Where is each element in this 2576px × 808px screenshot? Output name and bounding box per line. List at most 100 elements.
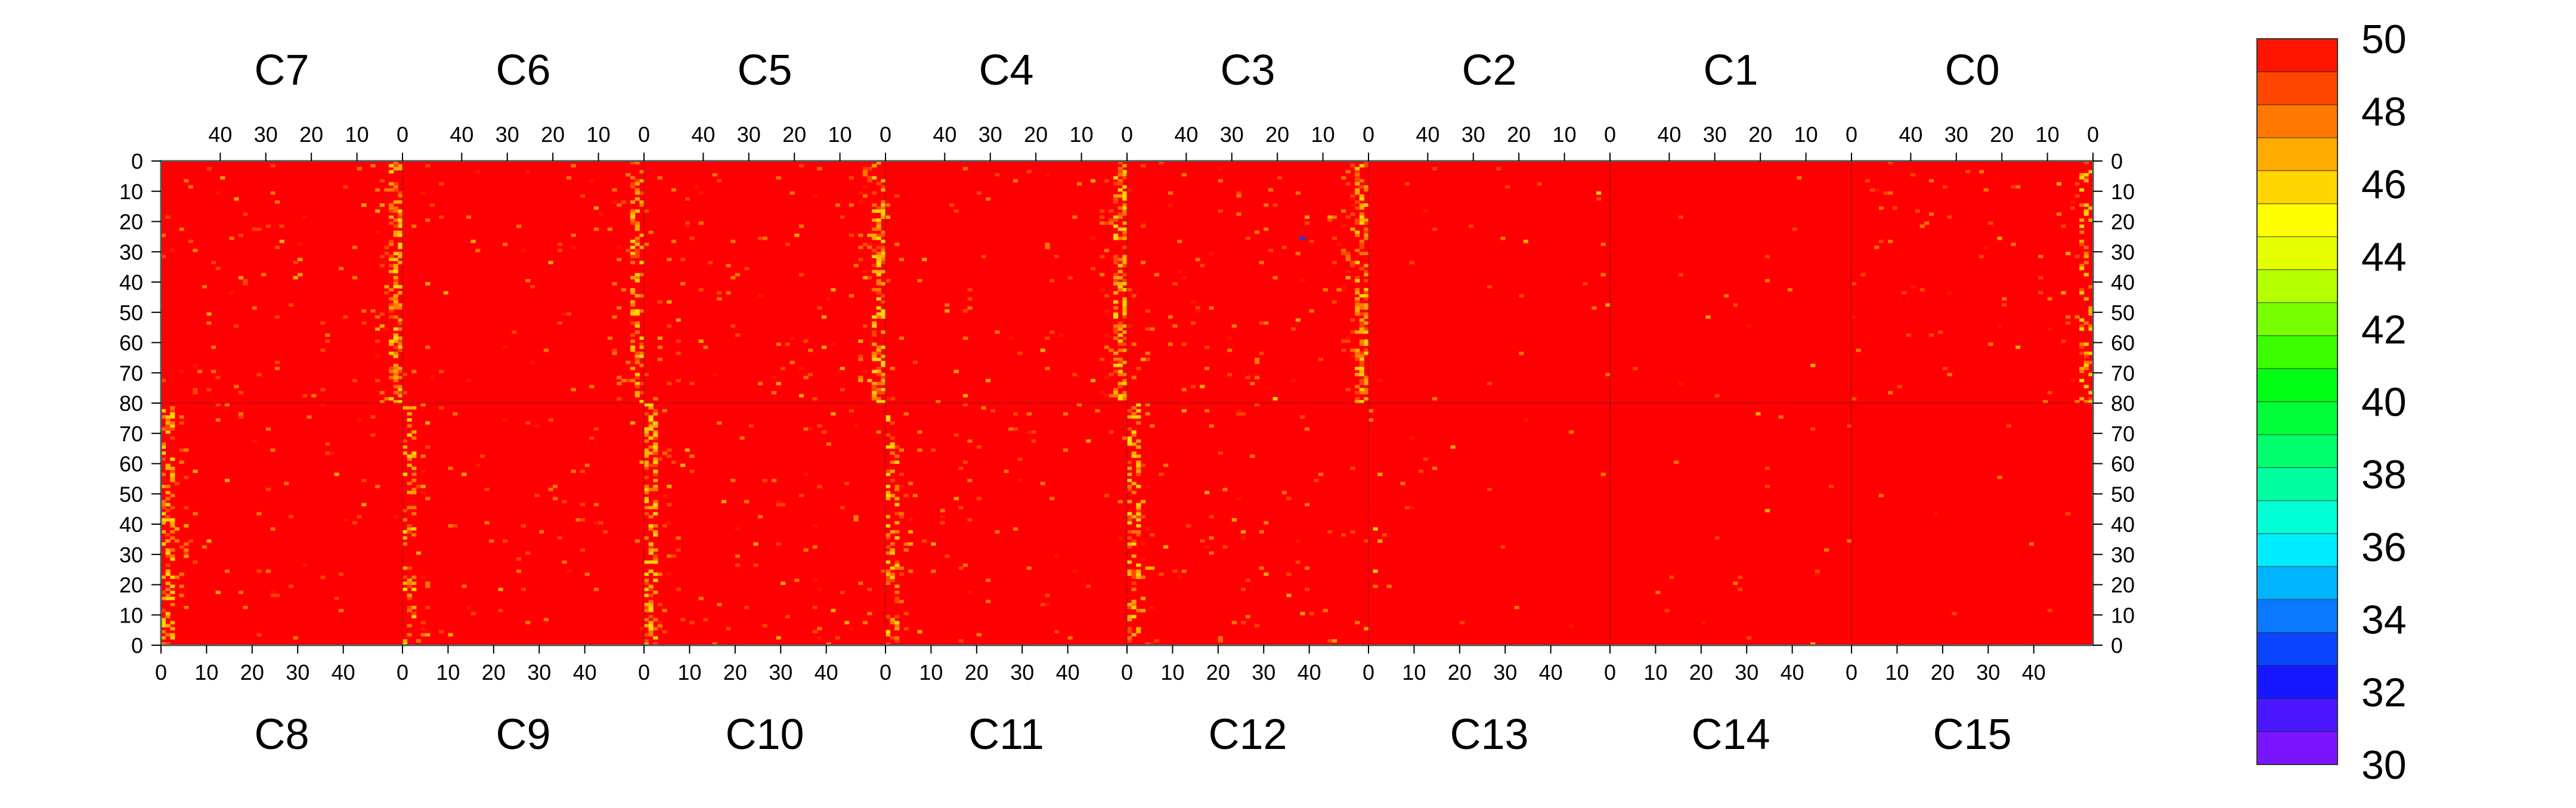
heatmap-cell: [1255, 357, 1260, 361]
heatmap-cell: [1122, 342, 1128, 346]
heatmap-cell: [1218, 451, 1223, 455]
heatmap-cell: [571, 388, 576, 392]
chip-label-top: C3: [1220, 47, 1275, 94]
x-tick-label-bottom: 30: [527, 660, 551, 685]
x-tick-label-bottom: 20: [1931, 660, 1955, 685]
heatmap-cell: [1145, 357, 1150, 361]
heatmap-cell: [215, 267, 221, 271]
heatmap-cell: [876, 351, 881, 355]
heatmap-cell: [776, 176, 781, 179]
heatmap-cell: [881, 330, 886, 334]
heatmap-cell: [639, 246, 645, 249]
heatmap-cell: [849, 409, 854, 413]
heatmap-cell: [357, 167, 362, 171]
heatmap-cell: [1136, 439, 1141, 443]
heatmap-cell: [1067, 275, 1073, 280]
heatmap-cell: [1600, 472, 1606, 476]
heatmap-cell: [584, 463, 590, 468]
heatmap-cell: [389, 367, 394, 370]
y-tick-label-right: 0: [2111, 149, 2123, 174]
heatmap-cell: [653, 503, 658, 507]
heatmap-cell: [1778, 415, 1784, 419]
heatmap-cell: [1350, 466, 1355, 470]
heatmap-cell: [876, 161, 881, 165]
heatmap-cell: [165, 421, 171, 425]
heatmap-cell: [1104, 294, 1109, 298]
heatmap-cell: [689, 236, 695, 240]
heatmap-cell: [1131, 587, 1137, 592]
heatmap-cell: [653, 485, 658, 488]
heatmap-cell: [1674, 460, 1679, 464]
heatmap-cell: [1355, 188, 1360, 192]
heatmap-cell: [872, 351, 877, 355]
heatmap-cell: [165, 466, 171, 470]
colorbar-tick-label: 38: [2361, 452, 2407, 497]
heatmap-cell: [630, 252, 636, 255]
colorbar-segment: [2257, 302, 2337, 336]
heatmap-cell: [398, 367, 403, 370]
heatmap-cell: [1364, 388, 1369, 392]
heatmap-cell: [179, 448, 184, 452]
heatmap-cell: [165, 427, 171, 431]
heatmap-cell: [894, 445, 900, 449]
heatmap-cell: [165, 215, 171, 219]
heatmap-cell: [634, 394, 640, 398]
heatmap-cell: [252, 227, 257, 231]
heatmap-cell: [1136, 403, 1141, 407]
heatmap-cell: [161, 506, 166, 510]
heatmap-cell: [1122, 221, 1128, 225]
heatmap-cell: [402, 575, 408, 579]
heatmap-cell: [1336, 288, 1342, 292]
heatmap-cell: [630, 421, 636, 425]
heatmap-cell: [872, 249, 877, 252]
heatmap-cell: [170, 249, 175, 252]
heatmap-cell: [1359, 240, 1364, 243]
heatmap-cell: [1869, 188, 1875, 192]
heatmap-cell: [1341, 533, 1346, 537]
heatmap-cell: [1131, 615, 1137, 618]
chip-label-bottom: C12: [1208, 711, 1287, 759]
heatmap-cell: [1172, 569, 1178, 573]
heatmap-cell: [1113, 351, 1119, 355]
heatmap-cell: [1117, 397, 1123, 401]
chip-label-bottom: C8: [254, 711, 309, 759]
heatmap-cell: [1122, 164, 1128, 168]
heatmap-cell: [626, 361, 631, 364]
heatmap-cell: [375, 230, 380, 234]
heatmap-cell: [940, 509, 945, 513]
heatmap-cell: [1117, 161, 1123, 165]
heatmap-cell: [553, 497, 558, 500]
heatmap-cell: [1915, 209, 1921, 213]
colorbar-frame: [2256, 38, 2338, 765]
heatmap-cell: [1747, 324, 1752, 328]
heatmap-cell: [398, 212, 403, 216]
heatmap-cell: [630, 288, 636, 292]
heatmap-cell: [1100, 209, 1105, 213]
heatmap-cell: [1355, 179, 1360, 182]
heatmap-cell: [1045, 243, 1050, 246]
heatmap-cell: [1815, 569, 1820, 573]
heatmap-cell: [1764, 255, 1770, 258]
heatmap-cell: [1031, 439, 1036, 443]
heatmap-cell: [976, 497, 982, 500]
heatmap-cell: [1295, 560, 1301, 564]
heatmap-cell: [539, 530, 544, 534]
heatmap-cell: [1140, 463, 1145, 468]
heatmap-cell: [1409, 506, 1414, 510]
heatmap-cell: [407, 596, 412, 600]
heatmap-cell: [398, 327, 403, 331]
heatmap-cell: [862, 194, 868, 198]
heatmap-cell: [1040, 603, 1045, 606]
heatmap-cell: [1100, 273, 1105, 277]
heatmap-cell: [881, 376, 886, 379]
heatmap-cell: [170, 627, 175, 631]
heatmap-cell: [648, 630, 654, 634]
heatmap-cell: [876, 278, 881, 283]
heatmap-cell: [903, 494, 909, 497]
x-tick-label-top: 40: [450, 122, 473, 147]
heatmap-cell: [1241, 530, 1246, 534]
heatmap-cell: [525, 421, 531, 425]
heatmap-cell: [872, 357, 877, 361]
heatmap-cell: [398, 194, 403, 198]
heatmap-cell: [443, 291, 448, 295]
